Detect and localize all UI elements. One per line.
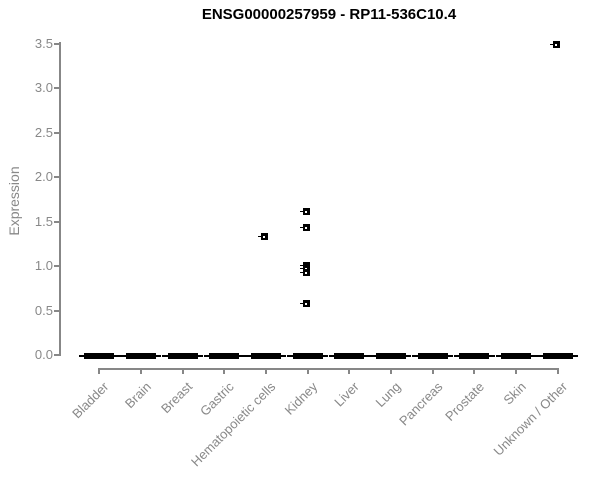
zero-expression-cluster-bar [501,352,531,359]
x-category-label: Brain [121,379,154,412]
data-point [299,208,310,216]
y-tick-label: 0.5 [34,302,53,318]
data-point [299,268,310,276]
x-category-label: Gastric [197,379,237,419]
x-axis-tick [181,368,184,374]
x-axis-line [98,368,559,370]
zero-expression-cluster-bar [334,352,365,359]
chart-title: ENSG00000257959 - RP11-536C10.4 [201,6,457,23]
zero-expression-cluster-bar [459,352,490,359]
x-axis-tick [473,368,476,374]
y-axis-line [59,42,61,356]
y-tick-label: 3.5 [34,36,53,51]
x-axis-tick [223,368,226,374]
x-axis-tick [515,368,517,374]
zero-expression-cluster-bar [84,352,115,359]
data-point [299,299,310,307]
data-point [549,40,560,48]
zero-expression-cluster-bar [167,352,198,359]
zero-expression-cluster-bar [292,352,323,359]
y-axis-tick [54,43,60,45]
y-axis-tick [54,220,60,223]
y-axis-label: Expression [6,166,22,236]
x-axis-tick [556,368,559,374]
x-axis-tick [264,368,267,374]
y-axis-tick [54,265,60,268]
x-category-label: Liver [331,379,362,410]
x-axis-tick [348,368,351,374]
data-point [299,224,310,232]
y-tick-label: 0.0 [34,347,53,362]
x-category-label: Skin [500,379,529,408]
data-point [257,233,268,241]
zero-expression-cluster-bar [250,352,281,359]
x-category-label: Lung [372,379,404,411]
x-category-label: Bladder [69,379,112,422]
y-tick-label: 3.0 [34,80,53,96]
x-axis-tick [306,368,309,374]
y-tick-label: 1.0 [34,258,53,274]
zero-expression-cluster-bar [375,352,406,359]
y-axis-tick [54,131,60,134]
x-category-label: Kidney [281,379,321,418]
x-axis-tick [98,368,101,374]
y-tick-label: 1.5 [34,213,53,229]
x-axis-tick [389,368,392,374]
y-axis-tick [54,87,60,90]
zero-expression-cluster-bar [125,352,156,359]
x-axis-tick [431,368,434,374]
y-tick-label: 2.0 [34,169,53,185]
y-tick-label: 2.5 [34,124,53,140]
x-category-label: Unknown / Other [490,379,571,459]
y-axis-tick [54,354,60,356]
x-axis-tick [139,368,142,374]
zero-expression-cluster-bar [209,352,240,359]
x-category-label: Pancreas [395,379,446,429]
x-category-label: Breast [158,379,196,417]
zero-expression-cluster-bar [542,352,573,359]
zero-expression-cluster-bar [417,352,448,359]
y-axis-tick [54,176,60,179]
x-category-label: Prostate [442,379,487,424]
y-axis-tick [54,309,60,312]
